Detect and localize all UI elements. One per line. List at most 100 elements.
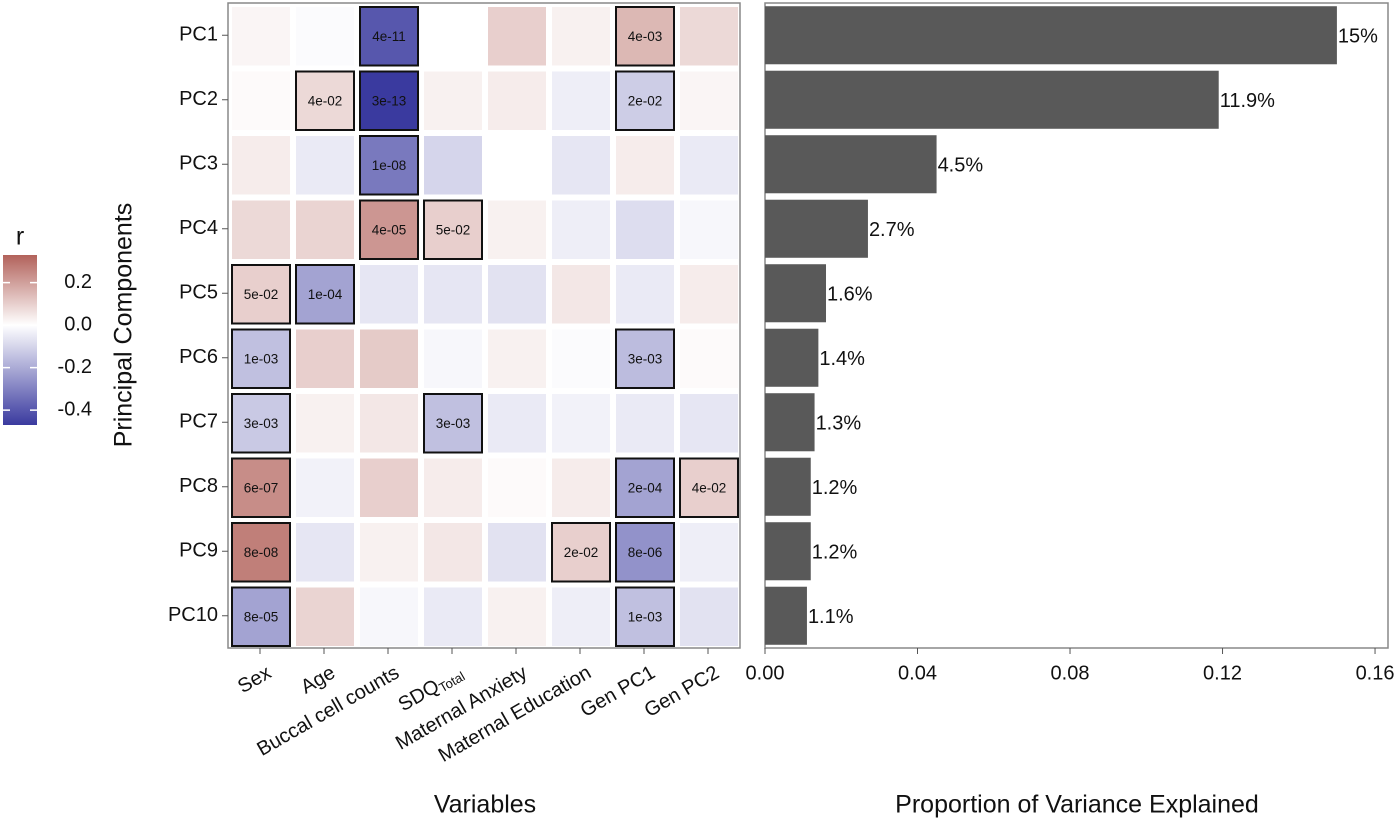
panel-border	[764, 2, 1389, 649]
heat-cell	[296, 587, 354, 646]
y-tick-label: PC3	[179, 153, 218, 175]
heat-cell	[296, 329, 354, 388]
heat-cell	[552, 7, 610, 66]
heat-cell	[359, 6, 419, 67]
heat-cell	[488, 200, 546, 259]
y-tick-label: PC5	[179, 282, 218, 304]
heat-cell	[424, 265, 482, 324]
heat-cell	[615, 328, 675, 389]
heat-cell	[360, 458, 418, 517]
bar	[765, 70, 1219, 129]
x-tick-label: 0.00	[746, 662, 785, 684]
color-bar	[3, 255, 37, 425]
cell-label: 5e-02	[244, 287, 279, 302]
x-tick-label: 0.12	[1203, 662, 1242, 684]
heat-cell	[360, 394, 418, 453]
y-tick-label: PC2	[179, 88, 218, 110]
cell-label: 3e-03	[244, 416, 279, 431]
heat-cell	[552, 200, 610, 259]
heat-cell	[488, 329, 546, 388]
heat-cell	[296, 523, 354, 582]
bar	[765, 522, 811, 581]
heat-cell	[360, 265, 418, 324]
value-label: 1.2%	[812, 542, 858, 564]
heat-cell	[360, 587, 418, 646]
heat-cell	[615, 457, 675, 518]
color-bar-title: r	[16, 223, 24, 251]
heat-cell	[488, 136, 546, 195]
cell-label: 6e-07	[244, 480, 279, 495]
heat-cell	[296, 200, 354, 259]
heat-cell	[615, 522, 675, 583]
x-tick-label: Sex	[234, 662, 275, 698]
color-bar-label: -0.2	[58, 356, 92, 378]
panel-border	[227, 2, 741, 649]
value-label: 2.7%	[869, 219, 915, 241]
heat-cell	[424, 7, 482, 66]
cell-label: 1e-03	[628, 609, 663, 624]
heat-cell	[680, 71, 738, 130]
heat-cell	[359, 135, 419, 196]
x-tick-label: Age	[297, 662, 339, 699]
x-tick-subscript: Total	[436, 669, 467, 696]
heat-cell	[423, 393, 483, 454]
heat-cell	[552, 71, 610, 130]
heat-cell	[424, 329, 482, 388]
y-tick-label: PC4	[179, 217, 218, 239]
heat-cell	[552, 394, 610, 453]
cell-label: 1e-08	[372, 158, 407, 173]
y-tick-label: PC6	[179, 346, 218, 368]
heat-cell	[424, 136, 482, 195]
cell-label: 2e-04	[628, 480, 663, 495]
heat-cell	[680, 587, 738, 646]
heat-cell	[616, 265, 674, 324]
value-label: 1.4%	[819, 348, 865, 370]
heat-cell	[680, 7, 738, 66]
cell-label: 2e-02	[628, 93, 663, 108]
heat-cell	[296, 458, 354, 517]
cell-label: 4e-11	[372, 29, 406, 44]
heat-cell	[295, 70, 355, 131]
cell-label: 5e-02	[436, 222, 471, 237]
bar	[765, 6, 1337, 65]
y-tick-label: PC10	[168, 604, 218, 626]
heat-cell	[232, 136, 290, 195]
heat-cell	[231, 264, 291, 325]
y-tick-label: PC8	[179, 475, 218, 497]
color-bar-label: 0.0	[64, 313, 92, 335]
heat-cell	[360, 523, 418, 582]
value-label: 1.2%	[812, 477, 858, 499]
heat-cell	[232, 200, 290, 259]
cell-label: 8e-05	[244, 609, 279, 624]
bar	[765, 457, 811, 516]
heat-cell	[231, 457, 291, 518]
cell-label: 8e-08	[244, 545, 279, 560]
heat-cell	[424, 71, 482, 130]
bar	[765, 393, 815, 452]
heat-cell	[552, 265, 610, 324]
cell-label: 4e-05	[372, 222, 407, 237]
heat-cell	[424, 587, 482, 646]
heat-cell	[423, 199, 483, 260]
color-bar-label: -0.4	[58, 398, 92, 420]
heat-cell	[615, 6, 675, 67]
heat-cell	[488, 394, 546, 453]
heat-cell	[296, 394, 354, 453]
x-tick-text: Sex	[234, 662, 275, 698]
bar	[765, 135, 937, 194]
heat-cell	[488, 71, 546, 130]
y-tick-label: PC7	[179, 411, 218, 433]
y-axis-title: Principal Components	[110, 203, 138, 448]
heat-cell	[615, 70, 675, 131]
value-label: 4.5%	[938, 155, 984, 177]
heat-cell	[359, 70, 419, 131]
heat-cell	[488, 587, 546, 646]
value-label: 15%	[1338, 26, 1378, 48]
heat-cell	[680, 136, 738, 195]
heat-cell	[680, 394, 738, 453]
heat-cell	[360, 329, 418, 388]
cell-label: 4e-02	[308, 93, 343, 108]
x-axis-title: Proportion of Variance Explained	[895, 791, 1259, 819]
value-label: 11.9%	[1220, 90, 1275, 112]
